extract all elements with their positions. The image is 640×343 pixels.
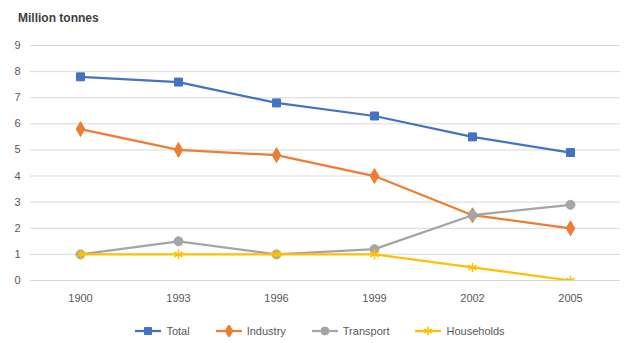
svg-text:7: 7 <box>14 91 20 103</box>
svg-text:9: 9 <box>14 39 20 51</box>
html-text:Industry: Industry <box>246 324 286 337</box>
svg-text:8: 8 <box>14 65 20 77</box>
svg-text:1999: 1999 <box>362 292 386 304</box>
svg-text:2002: 2002 <box>460 292 484 304</box>
html-text:Million tonnes: Million tonnes <box>18 11 99 25</box>
svg-text:2: 2 <box>14 222 20 234</box>
svg-text:5: 5 <box>14 143 20 155</box>
html-text:Total: Total <box>166 324 190 337</box>
svg-text:6: 6 <box>14 117 20 129</box>
svg-text:1993: 1993 <box>166 292 190 304</box>
svg-text:1900: 1900 <box>68 292 92 304</box>
html-text:Transport: Transport <box>342 324 390 337</box>
svg-text:1996: 1996 <box>264 292 288 304</box>
svg-text:4: 4 <box>14 170 20 182</box>
svg-text:2005: 2005 <box>558 292 582 304</box>
svg-text:3: 3 <box>14 196 20 208</box>
html-text:Households: Households <box>446 324 505 337</box>
svg-text:0: 0 <box>14 274 20 286</box>
svg-text:1: 1 <box>14 248 20 260</box>
